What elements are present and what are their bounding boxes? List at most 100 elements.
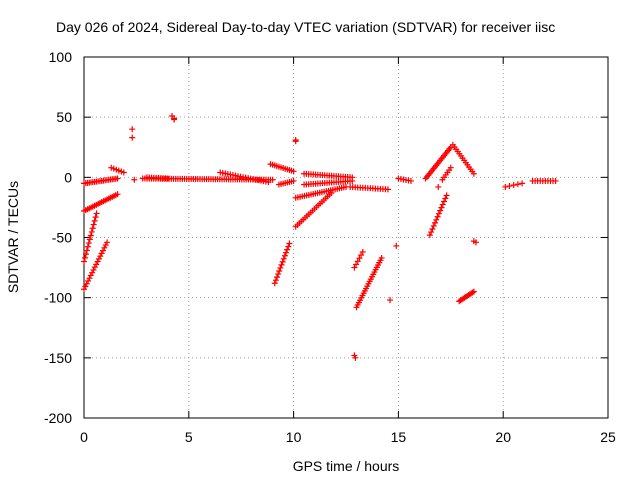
data-point (470, 170, 477, 177)
data-point (275, 271, 282, 278)
data-point (514, 181, 521, 188)
data-point (280, 255, 287, 262)
data-point (290, 168, 297, 175)
data-point (510, 182, 517, 189)
data-point (99, 247, 106, 254)
axis-ticks: 0 5 10 15 20 25 100 50 0 -50 -100 -150 -200 (44, 49, 616, 445)
data-point (353, 261, 360, 268)
x-tick-label: 25 (600, 429, 616, 445)
data-point (290, 177, 297, 184)
data-point (276, 268, 283, 275)
data-point (286, 240, 293, 247)
data-point (91, 217, 98, 224)
data-point (114, 175, 121, 182)
data-point (85, 240, 92, 247)
data-point (102, 242, 109, 249)
data-point (85, 277, 92, 284)
data-point (81, 258, 87, 265)
data-point (87, 272, 94, 279)
data-point (292, 138, 299, 145)
data-point (502, 183, 509, 190)
data-point (86, 275, 93, 282)
data-point (349, 177, 356, 184)
data-point (506, 183, 513, 190)
data-points (81, 112, 559, 361)
data-point (93, 210, 100, 217)
data-point (281, 252, 288, 259)
data-point (384, 186, 391, 193)
plot-frame (83, 56, 609, 419)
data-point (129, 134, 136, 141)
data-point (354, 258, 361, 265)
data-point (351, 264, 358, 271)
data-point (81, 254, 88, 261)
data-point (435, 183, 442, 190)
data-point (352, 354, 359, 361)
data-point (472, 239, 479, 246)
data-point (469, 289, 476, 296)
grid-lines (84, 57, 608, 418)
chart-title: Day 026 of 2024, Sidereal Day-to-day VTE… (56, 19, 555, 35)
data-point (88, 228, 95, 235)
data-point (93, 261, 100, 268)
data-point (97, 253, 104, 260)
data-point (104, 239, 111, 246)
data-point (272, 277, 279, 284)
x-tick-label: 10 (286, 429, 302, 445)
data-point (284, 246, 291, 253)
y-axis-label: SDTVAR / TECUs (5, 181, 21, 293)
data-point (83, 247, 90, 254)
x-tick-label: 0 (80, 429, 88, 445)
data-point (278, 261, 285, 268)
data-point (90, 221, 97, 228)
data-point (431, 219, 438, 226)
data-point (82, 283, 89, 290)
data-point (285, 243, 292, 250)
data-point (279, 258, 286, 265)
data-point (470, 288, 477, 295)
data-point (442, 195, 449, 202)
data-point (92, 214, 99, 221)
data-point (81, 286, 87, 293)
data-point (441, 198, 448, 205)
data-point (378, 254, 385, 261)
data-point (98, 250, 105, 257)
x-tick-label: 20 (495, 429, 511, 445)
data-point (114, 191, 121, 198)
data-point (89, 225, 96, 232)
data-point (434, 213, 441, 220)
data-point (129, 126, 136, 133)
data-point (437, 207, 444, 214)
data-point (164, 175, 171, 182)
data-point (101, 244, 108, 251)
data-point (443, 192, 450, 199)
y-tick-label: 50 (56, 109, 72, 125)
x-axis-label: GPS time / hours (293, 458, 400, 474)
y-tick-label: -200 (44, 410, 72, 426)
data-point (358, 252, 365, 259)
data-point (438, 204, 445, 211)
y-tick-label: 0 (64, 169, 72, 185)
data-point (90, 266, 97, 273)
data-point (387, 297, 394, 304)
data-point (82, 251, 89, 258)
data-point (439, 201, 446, 208)
data-point (271, 280, 278, 287)
data-point (265, 179, 272, 186)
data-point (171, 115, 178, 122)
data-point (429, 225, 436, 232)
y-tick-label: -100 (44, 290, 72, 306)
data-point (552, 177, 559, 184)
data-point (89, 269, 96, 276)
x-tick-label: 15 (391, 429, 407, 445)
data-point (359, 248, 366, 255)
data-point (277, 264, 284, 271)
data-point (393, 242, 400, 249)
data-point (430, 222, 437, 229)
data-point (407, 177, 414, 184)
data-point (84, 243, 91, 250)
data-point (328, 189, 335, 196)
data-point (269, 176, 276, 183)
data-point (83, 280, 90, 287)
